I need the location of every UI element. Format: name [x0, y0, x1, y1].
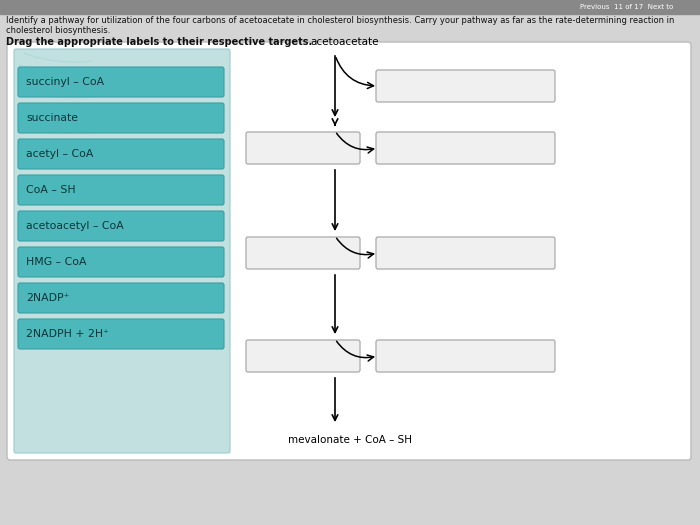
FancyBboxPatch shape: [18, 139, 224, 169]
FancyArrowPatch shape: [337, 341, 374, 361]
FancyArrowPatch shape: [336, 58, 374, 89]
FancyArrowPatch shape: [337, 133, 374, 153]
FancyBboxPatch shape: [7, 42, 691, 460]
FancyBboxPatch shape: [376, 132, 555, 164]
FancyBboxPatch shape: [18, 67, 224, 97]
Text: Previous  11 of 17  Next to: Previous 11 of 17 Next to: [580, 4, 673, 10]
Text: 2NADP⁺: 2NADP⁺: [26, 293, 69, 303]
FancyBboxPatch shape: [18, 247, 224, 277]
FancyBboxPatch shape: [246, 340, 360, 372]
Text: HMG – CoA: HMG – CoA: [26, 257, 87, 267]
Text: succinyl – CoA: succinyl – CoA: [26, 77, 104, 87]
Text: Identify a pathway for utilization of the four carbons of acetoacetate in choles: Identify a pathway for utilization of th…: [6, 16, 674, 25]
Text: acetoacetyl – CoA: acetoacetyl – CoA: [26, 221, 124, 231]
Text: acetoacetate: acetoacetate: [311, 37, 379, 47]
FancyBboxPatch shape: [18, 283, 224, 313]
FancyBboxPatch shape: [376, 237, 555, 269]
FancyArrowPatch shape: [337, 238, 374, 258]
FancyBboxPatch shape: [376, 340, 555, 372]
Text: cholesterol biosynthesis.: cholesterol biosynthesis.: [6, 26, 111, 35]
FancyBboxPatch shape: [246, 237, 360, 269]
Text: succinate: succinate: [26, 113, 78, 123]
Text: mevalonate + CoA – SH: mevalonate + CoA – SH: [288, 435, 412, 445]
Text: 2NADPH + 2H⁺: 2NADPH + 2H⁺: [26, 329, 109, 339]
FancyBboxPatch shape: [18, 319, 224, 349]
FancyBboxPatch shape: [18, 103, 224, 133]
Bar: [0, 0, 700, 14]
Text: Drag the appropriate labels to their respective targets.: Drag the appropriate labels to their res…: [6, 37, 312, 47]
Text: acetyl – CoA: acetyl – CoA: [26, 149, 93, 159]
FancyBboxPatch shape: [246, 132, 360, 164]
FancyBboxPatch shape: [376, 70, 555, 102]
FancyBboxPatch shape: [18, 211, 224, 241]
Text: CoA – SH: CoA – SH: [26, 185, 76, 195]
FancyBboxPatch shape: [14, 49, 230, 453]
FancyBboxPatch shape: [18, 175, 224, 205]
